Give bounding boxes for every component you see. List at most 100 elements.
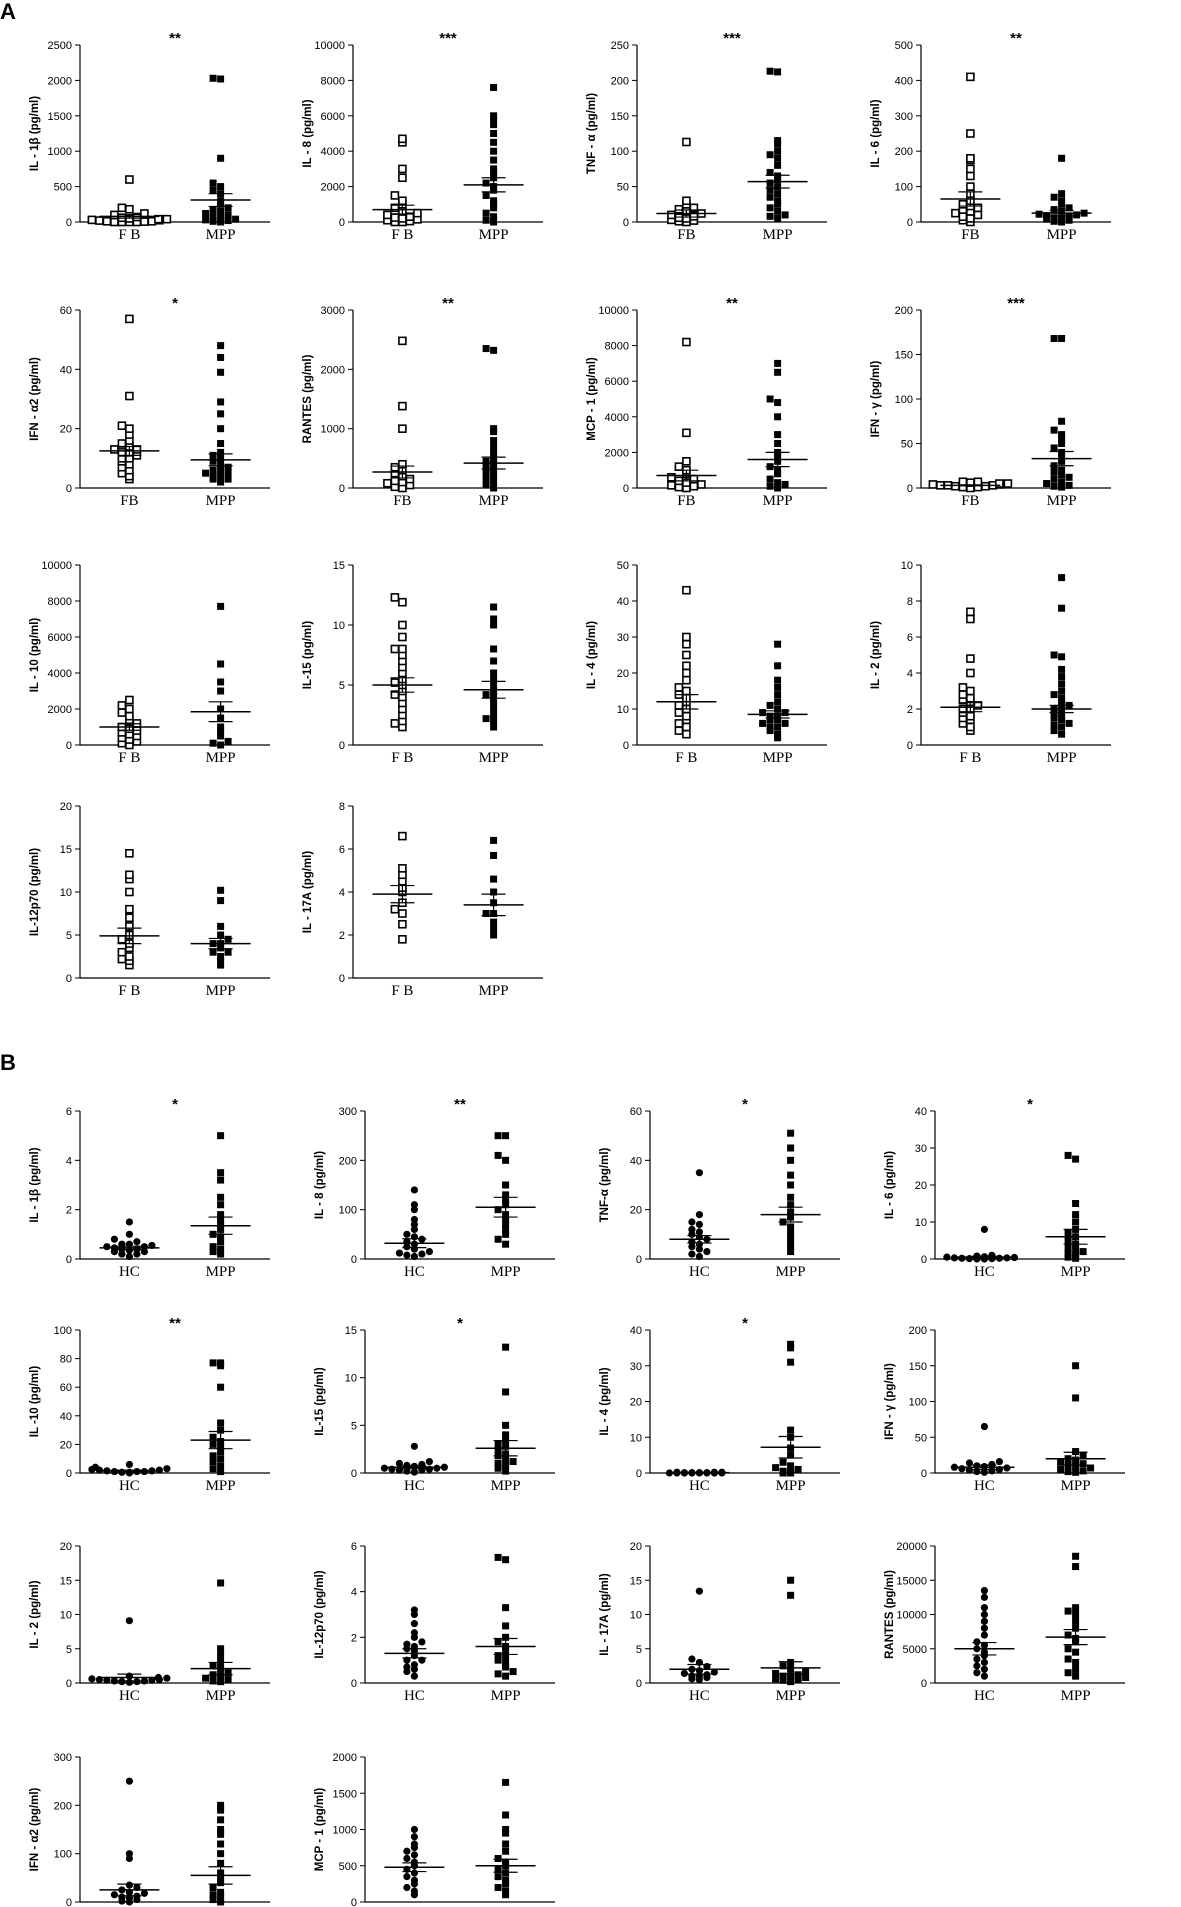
- data-point: [217, 1211, 225, 1219]
- data-point: [502, 1654, 510, 1662]
- data-point: [981, 481, 990, 491]
- chart-2: 0 2000 4000 6000 8000 10000 IL - 8 (pg/ml) F B M…: [302, 30, 543, 243]
- data-point: [674, 213, 684, 223]
- x-category-label: HC: [404, 1478, 425, 1494]
- data-point: [398, 196, 407, 206]
- y-tick-label: 6: [351, 1541, 357, 1553]
- y-axis-label: IL-15 (pg/ml): [314, 1367, 326, 1436]
- data-point: [125, 1460, 133, 1469]
- data-point: [1050, 193, 1058, 201]
- y-axis-label: RANTES (pg/ml): [302, 354, 314, 443]
- data-point: [787, 1129, 795, 1137]
- data-point: [787, 1468, 795, 1476]
- y-tick-label: 40: [630, 1155, 642, 1167]
- data-point: [502, 1840, 510, 1848]
- data-point: [217, 1245, 225, 1253]
- y-tick-label: 200: [895, 305, 913, 317]
- data-point: [490, 83, 498, 91]
- data-point: [125, 391, 134, 401]
- data-point: [966, 614, 975, 624]
- data-point: [1072, 1155, 1080, 1163]
- y-tick-label: 20: [630, 1541, 642, 1553]
- data-point: [217, 727, 225, 735]
- data-point: [125, 1230, 133, 1238]
- data-point: [966, 711, 975, 721]
- y-tick-label: 0: [339, 483, 345, 495]
- data-point: [398, 173, 407, 183]
- data-point: [217, 1455, 225, 1463]
- data-point: [787, 1193, 795, 1201]
- data-point: [490, 213, 498, 221]
- y-tick-label: 10000: [896, 1610, 927, 1622]
- data-point: [224, 475, 232, 483]
- data-point: [787, 1672, 795, 1680]
- data-point: [217, 732, 225, 740]
- significance-marker: **: [169, 1315, 181, 1332]
- chart-22: 0 50 100 150 200 IFN - γ (pg/ml) HC MPP: [884, 1325, 1125, 1494]
- data-point: [1057, 1458, 1065, 1466]
- x-category-label: MPP: [206, 1478, 236, 1494]
- data-point: [502, 1672, 510, 1680]
- data-point: [410, 1468, 418, 1476]
- y-tick-label: 20: [630, 1397, 642, 1409]
- data-point: [410, 1840, 418, 1848]
- data-point: [209, 212, 217, 220]
- data-point: [398, 831, 407, 841]
- data-point: [425, 1457, 433, 1466]
- data-point: [209, 1896, 217, 1904]
- data-point: [787, 1228, 795, 1236]
- data-point: [490, 121, 498, 129]
- y-axis-label: IFN - α2 (pg/ml): [29, 357, 41, 441]
- data-point: [140, 1243, 148, 1251]
- data-point: [494, 1670, 502, 1678]
- y-axis-label: IL - 17A (pg/ml): [599, 1573, 611, 1656]
- y-tick-label: 20: [60, 801, 72, 813]
- data-point: [1064, 1607, 1072, 1615]
- data-point: [774, 190, 782, 198]
- data-point: [966, 654, 975, 663]
- y-axis-label: IL - 1β (pg/ml): [29, 96, 41, 171]
- data-point: [682, 686, 691, 696]
- y-axis-label: IL - 1β (pg/ml): [29, 1147, 41, 1222]
- y-tick-label: 100: [895, 182, 913, 194]
- data-point: [383, 478, 392, 488]
- y-tick-label: 40: [617, 596, 629, 608]
- data-point: [674, 708, 684, 717]
- data-point: [110, 1235, 118, 1243]
- data-point: [209, 1884, 217, 1891]
- data-point: [91, 1463, 99, 1471]
- data-point: [774, 137, 782, 145]
- y-tick-label: 150: [909, 1361, 927, 1373]
- data-point: [494, 1873, 502, 1881]
- data-point: [224, 1669, 232, 1677]
- data-point: [490, 442, 498, 450]
- data-point: [202, 210, 210, 218]
- data-point: [209, 457, 217, 465]
- y-tick-label: 10000: [598, 305, 629, 317]
- data-point: [703, 1671, 711, 1679]
- data-point: [1072, 1563, 1080, 1571]
- data-point: [674, 462, 684, 471]
- data-point: [490, 675, 498, 683]
- data-point: [125, 1617, 133, 1625]
- significance-marker: *: [742, 1096, 748, 1113]
- y-tick-label: 0: [66, 1678, 72, 1690]
- data-point: [966, 129, 975, 138]
- data-point: [217, 1888, 225, 1896]
- data-point: [403, 1243, 411, 1251]
- x-category-label: HC: [119, 1264, 140, 1280]
- y-tick-label: 10: [345, 1373, 357, 1385]
- data-point: [688, 1218, 696, 1226]
- data-point: [410, 1876, 418, 1884]
- data-point: [966, 164, 975, 174]
- data-point: [217, 214, 225, 222]
- data-point: [163, 1674, 171, 1682]
- data-point: [787, 1156, 795, 1164]
- data-point: [794, 1465, 802, 1473]
- data-point: [774, 716, 782, 724]
- x-category-label: MPP: [776, 1264, 806, 1280]
- x-category-label: HC: [119, 1688, 140, 1704]
- data-point: [217, 342, 225, 350]
- data-point: [980, 1586, 989, 1595]
